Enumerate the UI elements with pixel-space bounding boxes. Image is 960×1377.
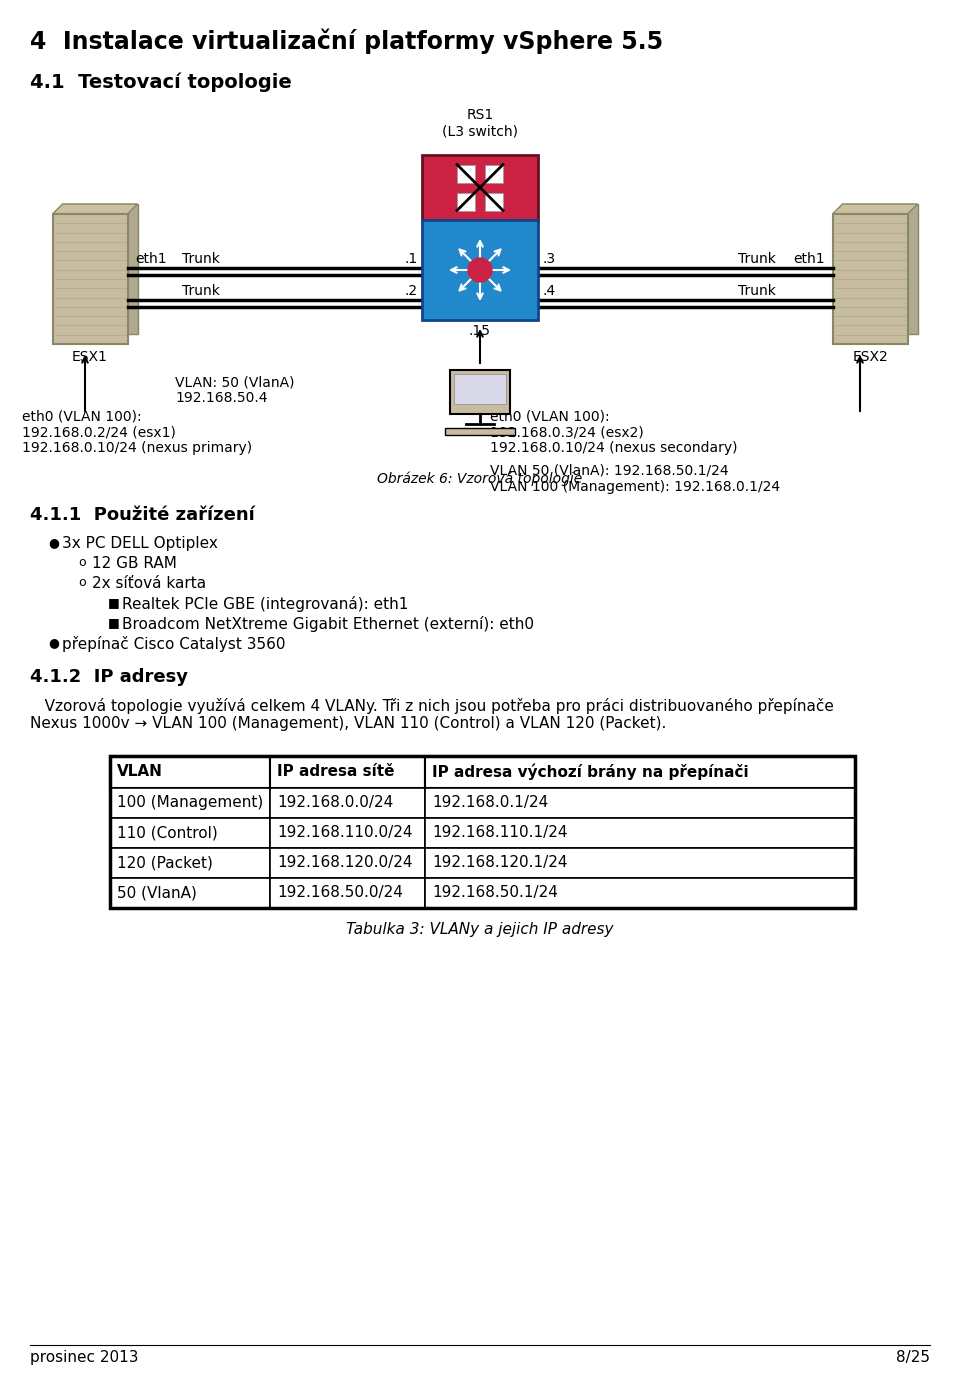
Text: IP adresa výchozí brány na přepínači: IP adresa výchozí brány na přepínači bbox=[432, 764, 749, 781]
Polygon shape bbox=[53, 204, 137, 213]
Bar bbox=[485, 164, 503, 183]
Text: VLAN 50 (VlanA): 192.168.50.1/24
VLAN 100 (Management): 192.168.0.1/24: VLAN 50 (VlanA): 192.168.50.1/24 VLAN 10… bbox=[490, 464, 780, 494]
Text: 110 (Control): 110 (Control) bbox=[117, 825, 218, 840]
Text: ■: ■ bbox=[108, 616, 120, 629]
Text: 192.168.50.1/24: 192.168.50.1/24 bbox=[432, 885, 558, 901]
Bar bbox=[110, 848, 270, 879]
Text: ESX1: ESX1 bbox=[72, 350, 108, 364]
Text: 192.168.50.0/24: 192.168.50.0/24 bbox=[277, 885, 403, 901]
Bar bbox=[425, 848, 855, 879]
Text: o: o bbox=[78, 576, 85, 589]
Text: Trunk: Trunk bbox=[182, 252, 221, 266]
Text: 192.168.110.1/24: 192.168.110.1/24 bbox=[432, 825, 567, 840]
Bar bbox=[457, 193, 475, 211]
Text: 100 (Management): 100 (Management) bbox=[117, 796, 263, 811]
Text: Obrázek 6: Vzorová topologie: Obrázek 6: Vzorová topologie bbox=[377, 471, 583, 486]
Bar bbox=[270, 879, 425, 907]
Text: 4.1.1  Použité zařízení: 4.1.1 Použité zařízení bbox=[30, 505, 254, 525]
Text: eth0 (VLAN 100):
192.168.0.2/24 (esx1)
192.168.0.10/24 (nexus primary): eth0 (VLAN 100): 192.168.0.2/24 (esx1) 1… bbox=[22, 409, 252, 456]
Text: Broadcom NetXtreme Gigabit Ethernet (externí): eth0: Broadcom NetXtreme Gigabit Ethernet (ext… bbox=[122, 616, 534, 632]
Text: VLAN: VLAN bbox=[117, 764, 163, 779]
Bar bbox=[457, 164, 475, 183]
Text: RS1
(L3 switch): RS1 (L3 switch) bbox=[442, 107, 518, 138]
Text: Realtek PCIe GBE (integrovaná): eth1: Realtek PCIe GBE (integrovaná): eth1 bbox=[122, 596, 408, 611]
Text: 192.168.120.0/24: 192.168.120.0/24 bbox=[277, 855, 413, 870]
Text: Tabulka 3: VLANy a jejich IP adresy: Tabulka 3: VLANy a jejich IP adresy bbox=[347, 923, 613, 936]
Bar bbox=[832, 213, 907, 344]
Text: IP adresa sítě: IP adresa sítě bbox=[277, 764, 395, 779]
Text: .2: .2 bbox=[405, 284, 418, 297]
Bar bbox=[110, 756, 855, 907]
Text: 192.168.110.0/24: 192.168.110.0/24 bbox=[277, 825, 413, 840]
Text: 4.1.2  IP adresy: 4.1.2 IP adresy bbox=[30, 668, 188, 686]
Bar bbox=[270, 788, 425, 818]
Bar bbox=[425, 879, 855, 907]
Text: Vzorová topologie využívá celkem 4 VLANy. Tři z nich jsou potřeba pro práci dist: Vzorová topologie využívá celkem 4 VLANy… bbox=[30, 698, 834, 731]
Text: 12 GB RAM: 12 GB RAM bbox=[92, 556, 177, 571]
Bar bbox=[445, 428, 515, 435]
Text: eth1: eth1 bbox=[135, 252, 167, 266]
Bar bbox=[110, 788, 270, 818]
Bar bbox=[422, 220, 538, 319]
Bar bbox=[110, 756, 270, 788]
Bar bbox=[450, 370, 510, 414]
Circle shape bbox=[468, 257, 492, 282]
Bar bbox=[425, 788, 855, 818]
Text: 3x PC DELL Optiplex: 3x PC DELL Optiplex bbox=[62, 536, 218, 551]
Text: .1: .1 bbox=[405, 252, 418, 266]
Bar bbox=[53, 213, 128, 344]
Text: prosinec 2013: prosinec 2013 bbox=[30, 1349, 138, 1365]
Text: 8/25: 8/25 bbox=[896, 1349, 930, 1365]
Text: 50 (VlanA): 50 (VlanA) bbox=[117, 885, 197, 901]
Text: 192.168.120.1/24: 192.168.120.1/24 bbox=[432, 855, 567, 870]
Bar bbox=[270, 818, 425, 848]
Polygon shape bbox=[843, 204, 918, 335]
Bar bbox=[425, 756, 855, 788]
Text: 2x síťová karta: 2x síťová karta bbox=[92, 576, 206, 591]
Bar bbox=[485, 193, 503, 211]
Text: eth0 (VLAN 100):
192.168.0.3/24 (esx2)
192.168.0.10/24 (nexus secondary): eth0 (VLAN 100): 192.168.0.3/24 (esx2) 1… bbox=[490, 409, 737, 456]
Text: o: o bbox=[78, 556, 85, 569]
Text: ESX2: ESX2 bbox=[852, 350, 888, 364]
Bar bbox=[270, 756, 425, 788]
Text: VLAN: 50 (VlanA)
192.168.50.4: VLAN: 50 (VlanA) 192.168.50.4 bbox=[175, 375, 295, 405]
Bar bbox=[454, 375, 506, 403]
Bar bbox=[270, 848, 425, 879]
Bar bbox=[110, 879, 270, 907]
Text: 4  Instalace virtualizační platformy vSphere 5.5: 4 Instalace virtualizační platformy vSph… bbox=[30, 28, 663, 54]
Text: ●: ● bbox=[48, 536, 59, 549]
Polygon shape bbox=[832, 204, 918, 213]
Bar bbox=[422, 156, 538, 220]
Text: Trunk: Trunk bbox=[737, 252, 776, 266]
Text: PC: PC bbox=[469, 383, 491, 397]
Polygon shape bbox=[62, 204, 137, 335]
Text: 120 (Packet): 120 (Packet) bbox=[117, 855, 213, 870]
Text: .15: .15 bbox=[469, 324, 491, 337]
Text: .4: .4 bbox=[542, 284, 555, 297]
Text: přepínač Cisco Catalyst 3560: přepínač Cisco Catalyst 3560 bbox=[62, 636, 285, 651]
Text: 4.1  Testovací topologie: 4.1 Testovací topologie bbox=[30, 72, 292, 91]
Text: ■: ■ bbox=[108, 596, 120, 609]
Bar bbox=[425, 818, 855, 848]
Text: ●: ● bbox=[48, 636, 59, 649]
Text: 192.168.0.0/24: 192.168.0.0/24 bbox=[277, 796, 394, 811]
Text: eth1: eth1 bbox=[793, 252, 825, 266]
Text: 192.168.0.1/24: 192.168.0.1/24 bbox=[432, 796, 548, 811]
Text: .3: .3 bbox=[542, 252, 555, 266]
Text: Trunk: Trunk bbox=[737, 284, 776, 297]
Bar bbox=[110, 818, 270, 848]
Text: Trunk: Trunk bbox=[182, 284, 221, 297]
